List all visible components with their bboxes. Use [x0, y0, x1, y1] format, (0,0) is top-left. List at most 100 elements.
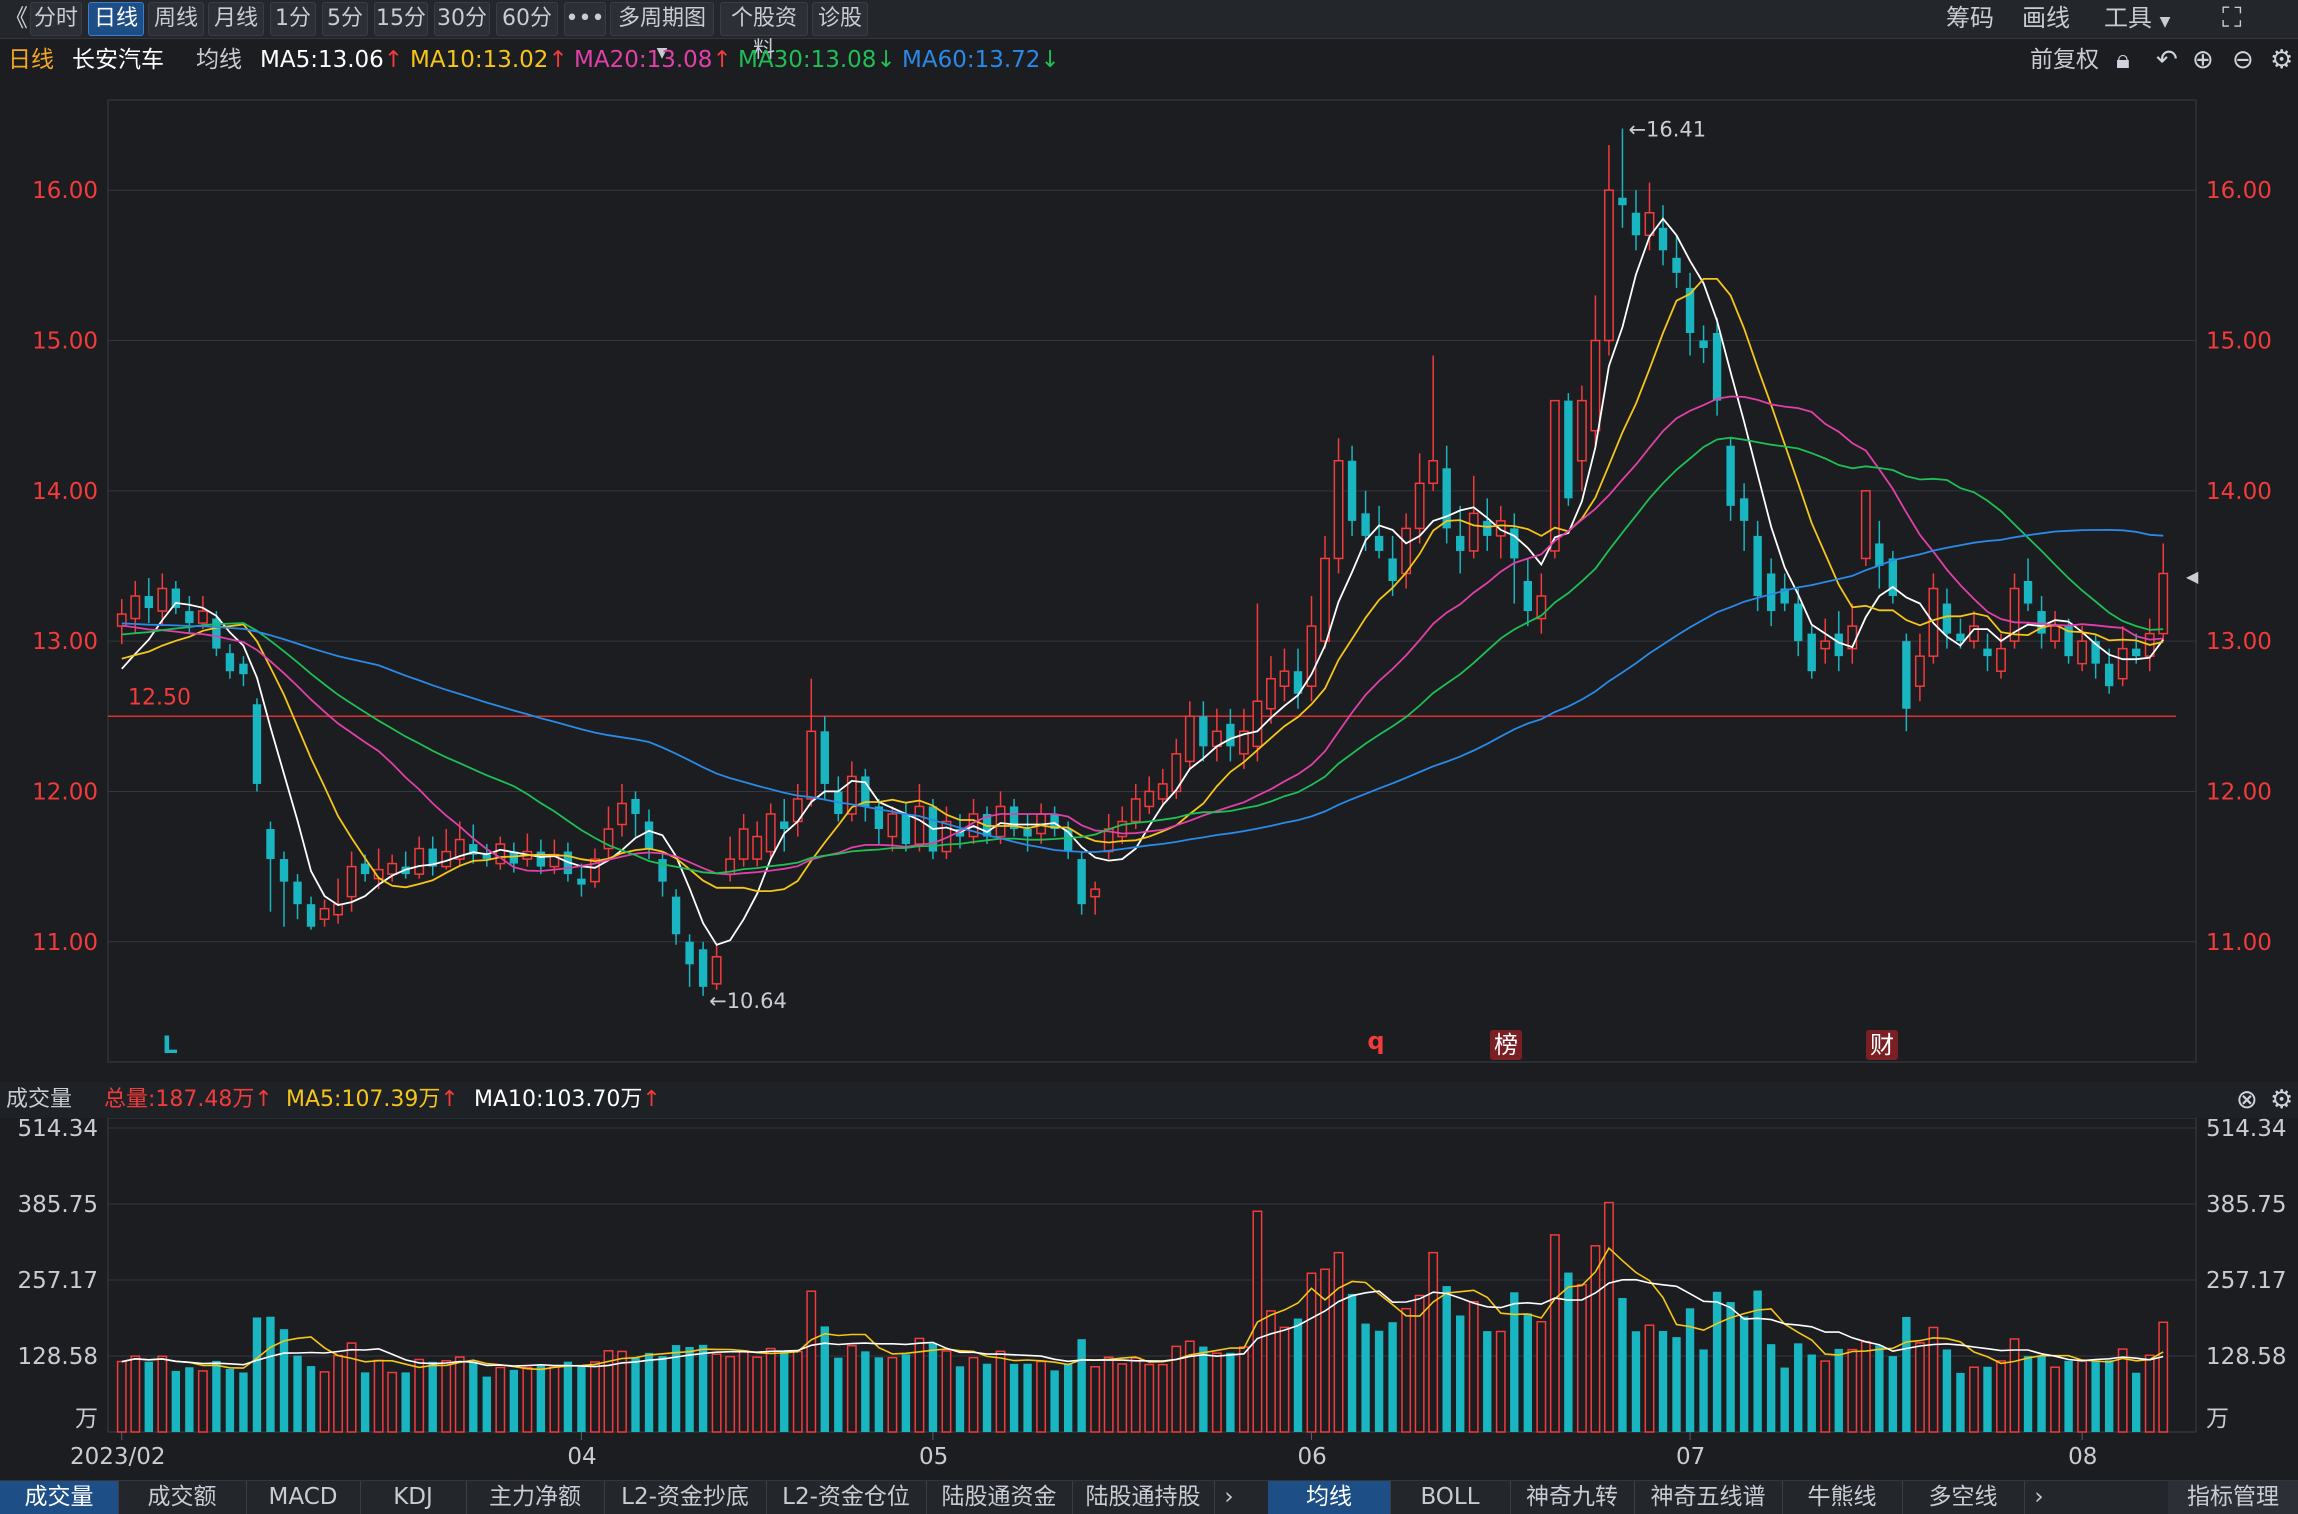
indicator-tab[interactable]: 主力净额 [466, 1481, 605, 1514]
volume-bar [861, 1351, 870, 1432]
candle-body [1361, 513, 1370, 536]
lock-icon[interactable]: 🔒︎ [2116, 45, 2130, 75]
indicator-tab[interactable]: 陆股通资金 [926, 1481, 1073, 1514]
draw-line-button[interactable]: 画线 [2022, 4, 2070, 32]
volume-bar [2077, 1360, 2088, 1433]
volume-bar [1171, 1345, 1182, 1433]
ma30-line [121, 436, 2164, 875]
kline-chart[interactable]: 12.50 16.00 16.00 15.00 15.00 14.00 14.00 13.0… [0, 0, 2298, 1480]
volume-bar [185, 1367, 194, 1432]
marker-cai[interactable]: 财 [1866, 1030, 1898, 1060]
horizontal-line-1250: 12.50 [108, 685, 2176, 718]
zoom-in-icon[interactable]: ⊕ [2192, 45, 2214, 75]
gear-icon[interactable]: ⚙ [2270, 1085, 2294, 1115]
volume-bar [1699, 1349, 1708, 1432]
candle-body [1780, 588, 1789, 604]
indicator-tab[interactable]: 陆股通持股 [1072, 1481, 1215, 1514]
diagnose-button[interactable]: 诊股 [812, 2, 868, 36]
indicator-tab[interactable]: KDJ [360, 1481, 467, 1514]
zoom-out-icon[interactable]: ⊖ [2232, 45, 2254, 75]
candle-body [644, 821, 654, 849]
candle-body [1063, 829, 1073, 852]
volume-title[interactable]: 成交量 [6, 1087, 73, 1112]
ma-info-bar: 日线 长安汽车 均线 MA5:13.06↑ MA10:13.02↑ MA20:1… [0, 40, 2298, 80]
period-tab[interactable]: 周线 [148, 2, 204, 36]
chips-button[interactable]: 筹码 [1946, 4, 1994, 32]
volume-bar [1603, 1201, 1614, 1433]
period-tab[interactable]: 月线 [208, 2, 264, 36]
period-tab[interactable]: 5分 [322, 2, 368, 36]
period-tab[interactable]: 分时 [30, 2, 82, 36]
ma60-value: MA60:13.72↓ [902, 40, 1060, 80]
close-icon[interactable]: ⊗ [2236, 1085, 2258, 1115]
marker-q[interactable]: q [1367, 1027, 1385, 1055]
fullscreen-icon[interactable]: ⛶ [2222, 1, 2242, 34]
adjust-dropdown[interactable]: 前复权 [2030, 47, 2099, 73]
candle-body [482, 854, 491, 860]
volume-bar [266, 1316, 275, 1432]
date-label: 06 [1297, 1444, 1326, 1470]
indicator-tab[interactable]: L2-资金抄底 [604, 1481, 767, 1514]
volume-tick-right: 128.58 [2206, 1344, 2286, 1370]
back-button[interactable]: 《 [4, 4, 28, 32]
indicator-tab[interactable]: L2-资金仓位 [766, 1481, 927, 1514]
overlay-tab[interactable]: 多空线 [1902, 1481, 2025, 1514]
overlay-tab[interactable]: BOLL [1390, 1481, 1511, 1514]
candle-body [820, 731, 829, 784]
candle-body [1766, 573, 1776, 612]
gear-icon[interactable]: ⚙ [2270, 45, 2294, 75]
volume-bar [441, 1360, 452, 1433]
multi-period-dropdown[interactable]: 多周期图 ▼ [610, 2, 714, 61]
candle-body [2009, 587, 2020, 642]
volume-bar [1279, 1326, 1290, 1433]
volume-tick-right: 514.34 [2206, 1116, 2286, 1142]
stock-profile-button[interactable]: 个股资料 [720, 2, 808, 63]
candle-body [171, 588, 181, 609]
indicator-tab[interactable]: 成交量 [0, 1481, 119, 1514]
candle-body [157, 587, 168, 612]
price-annotations: ←16.41 ←10.64 [709, 118, 1706, 1013]
more-button[interactable]: ••• [564, 2, 606, 36]
marker-l[interactable]: L [162, 1031, 178, 1059]
candle-body [631, 798, 640, 814]
ma-label[interactable]: 均线 [196, 47, 242, 73]
chevron-right-icon[interactable]: › [1224, 1484, 1234, 1510]
indicator-tab[interactable]: MACD [246, 1481, 361, 1514]
overlay-tab[interactable]: 神奇五线谱 [1634, 1481, 1783, 1514]
period-tab[interactable]: 15分 [374, 2, 428, 36]
indicator-tab[interactable]: 成交额 [118, 1481, 247, 1514]
volume-bar [1753, 1290, 1762, 1432]
volume-axis: 514.34 514.34 385.75 385.75 257.17 257.17 128.… [18, 1116, 2287, 1432]
volume-bar [874, 1357, 884, 1432]
volume-grid [108, 1127, 2196, 1357]
volume-bar [1712, 1291, 1722, 1432]
marker-bang[interactable]: 榜 [1490, 1030, 1522, 1060]
candle-body [1442, 468, 1451, 529]
candle-body [1226, 723, 1235, 747]
period-tab[interactable]: 60分 [496, 2, 558, 36]
period-tab[interactable]: 日线 [88, 2, 144, 36]
overlay-tab[interactable]: 均线 [1268, 1481, 1391, 1514]
tools-dropdown[interactable]: 工具 ▼ [2104, 2, 2188, 34]
overlay-tab[interactable]: 牛熊线 [1782, 1481, 1903, 1514]
volume-bar [212, 1360, 221, 1432]
volume-bar [887, 1356, 898, 1433]
indicator-manage-button[interactable]: 指标管理 [2168, 1481, 2298, 1514]
price-tick-left: 14.00 [32, 479, 98, 505]
volume-bar [955, 1366, 965, 1432]
period-tab[interactable]: 30分 [434, 2, 490, 36]
ma-value-text: MA30:13.08 [738, 47, 877, 73]
candle-body [1023, 829, 1032, 837]
period-tab[interactable]: 1分 [270, 2, 316, 36]
undo-icon[interactable]: ↶ [2156, 45, 2178, 75]
candle-body [1914, 655, 1925, 687]
hline-label: 12.50 [128, 685, 191, 710]
chevron-right-icon[interactable]: › [2034, 1484, 2044, 1510]
volume-bar [1969, 1366, 1979, 1433]
volume-bar [901, 1354, 911, 1432]
volume-bar [671, 1345, 681, 1432]
candle-body [225, 653, 235, 672]
overlay-tab[interactable]: 神奇九转 [1510, 1481, 1635, 1514]
ma30-value: MA30:13.08↓ [738, 40, 896, 80]
volume-bar [834, 1357, 843, 1432]
